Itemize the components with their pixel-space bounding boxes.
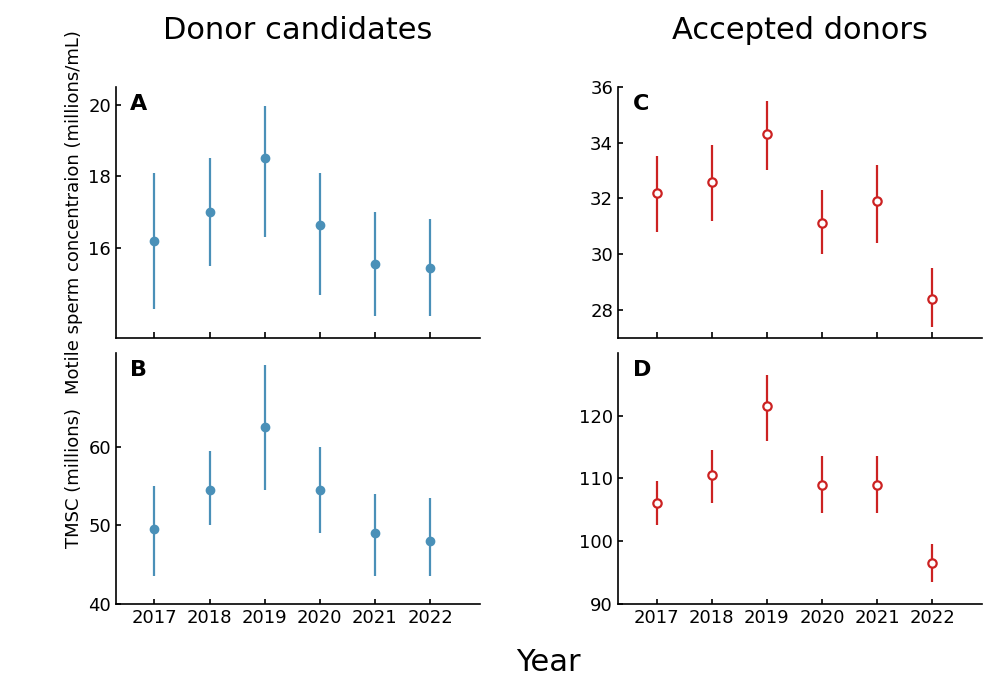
Text: Year: Year [517,648,581,677]
Text: B: B [130,360,147,380]
Text: Donor candidates: Donor candidates [163,16,432,45]
Text: Accepted donors: Accepted donors [672,16,927,45]
Y-axis label: Motile sperm concentraion (millions/mL): Motile sperm concentraion (millions/mL) [64,31,83,394]
Y-axis label: TMSC (millions): TMSC (millions) [64,408,83,548]
Text: C: C [632,94,649,115]
Text: A: A [130,94,148,115]
Text: D: D [632,360,651,380]
